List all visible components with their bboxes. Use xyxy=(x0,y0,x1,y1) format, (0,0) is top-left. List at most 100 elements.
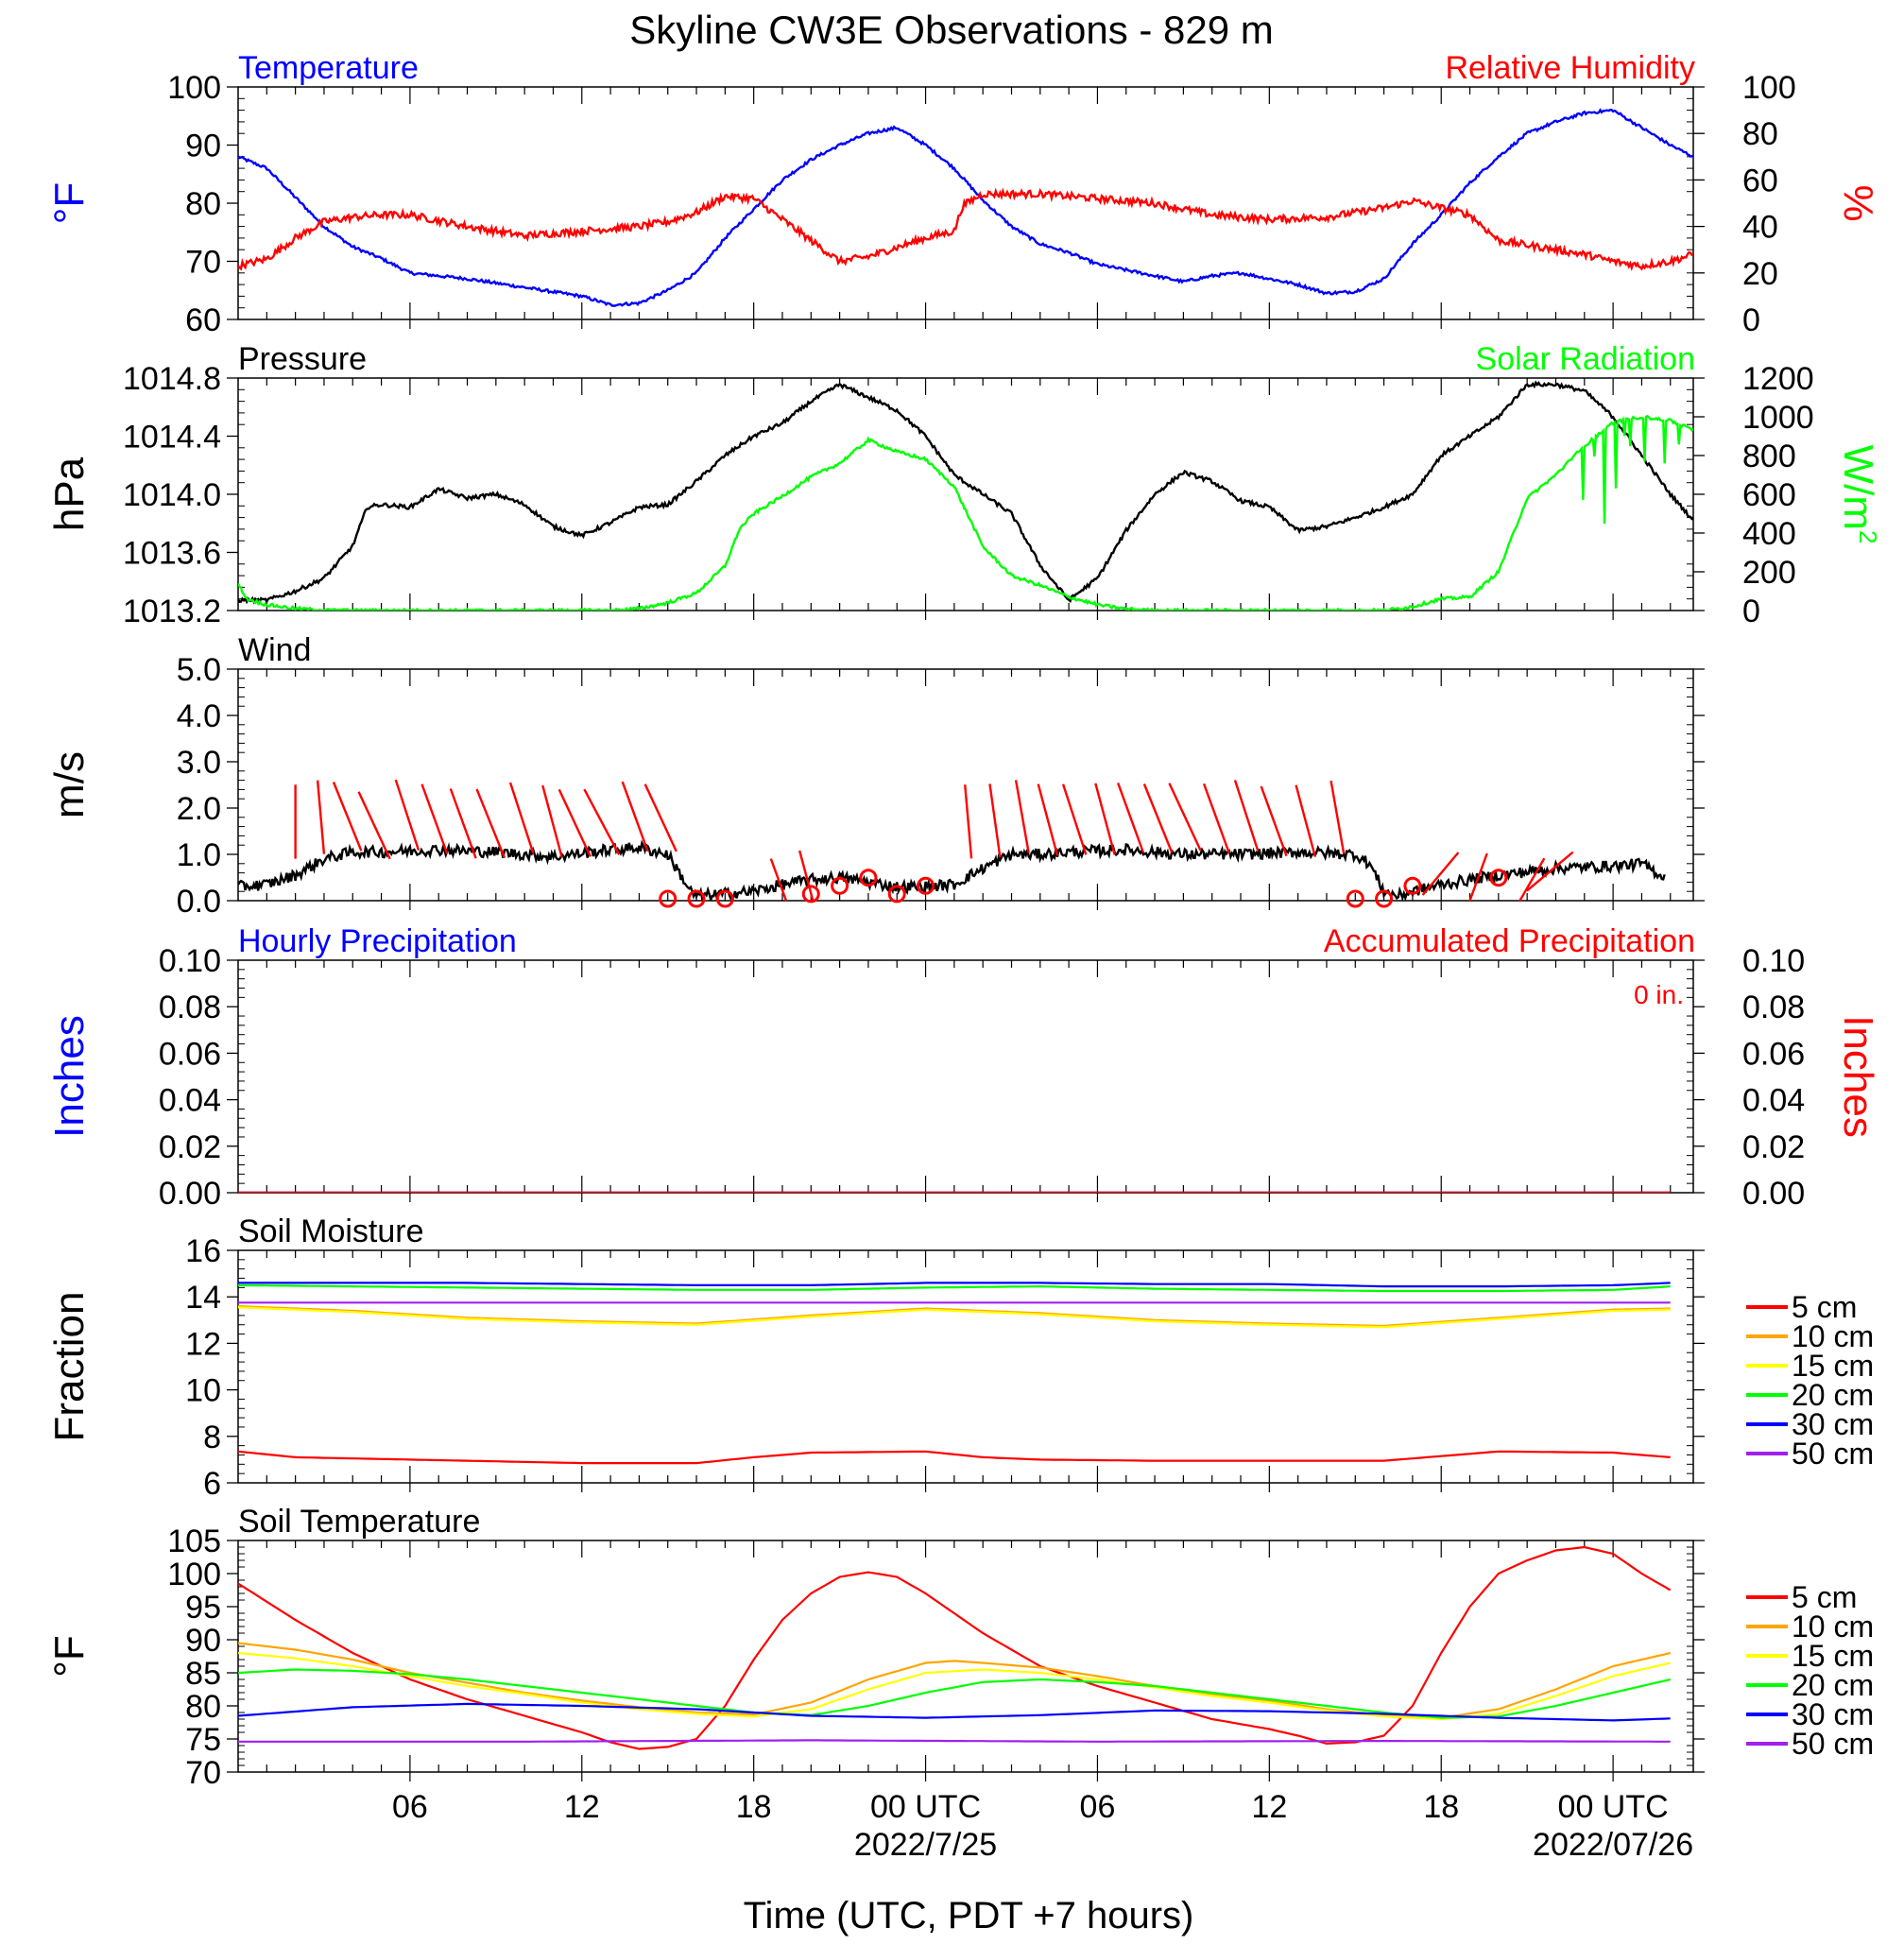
wind-barb xyxy=(643,783,678,852)
panel-right-title: Relative Humidity xyxy=(1445,50,1695,86)
plot-area xyxy=(238,1545,1672,1750)
y-tick-label: 2.0 xyxy=(177,791,221,827)
x-tick-label: 18 xyxy=(1423,1789,1459,1825)
y-tick-label: 60 xyxy=(185,302,221,338)
wind-calm-circle xyxy=(887,885,906,904)
wind-barb xyxy=(357,791,391,860)
y-tick-label: 4.0 xyxy=(177,698,221,734)
y-tick-label: 100 xyxy=(167,70,221,106)
wind-barb xyxy=(332,782,363,852)
right-y-tick-label: 0 xyxy=(1742,594,1760,629)
series-line-15cm xyxy=(238,1306,1671,1329)
wind-barb xyxy=(449,788,477,859)
x-tick-label: 06 xyxy=(1080,1789,1116,1825)
x-tick-label: 12 xyxy=(564,1789,600,1825)
wind-barb xyxy=(1168,783,1202,852)
right-y-tick-label: 60 xyxy=(1742,163,1778,198)
right-y-tick-label: 0.10 xyxy=(1742,943,1805,979)
left-y-label: hPa xyxy=(46,456,93,531)
series-line-20cm xyxy=(238,1668,1671,1719)
plot-frame xyxy=(237,1249,1694,1484)
y-tick-label: 90 xyxy=(185,1623,221,1659)
wind-calm-circle xyxy=(801,885,820,904)
wind-barb xyxy=(1233,780,1260,852)
wind-calm-circle xyxy=(1346,889,1364,908)
wind-calm-circle xyxy=(1489,869,1508,887)
wind-barb xyxy=(1202,783,1231,854)
y-tick-label: 1.0 xyxy=(177,837,221,873)
plot-frame xyxy=(237,1540,1694,1773)
left-y-label: Fraction xyxy=(46,1292,93,1442)
x-tick-label: 00 UTC xyxy=(870,1789,981,1825)
wind-barb xyxy=(1295,784,1317,857)
right-y-label: % xyxy=(1835,184,1881,221)
wind-barb xyxy=(1142,783,1174,853)
y-tick-label: 16 xyxy=(185,1233,221,1269)
y-tick-label: 6 xyxy=(203,1466,221,1502)
wind-barb xyxy=(583,788,621,855)
wind-barb xyxy=(964,784,973,859)
y-tick-label: 105 xyxy=(167,1523,221,1559)
right-y-tick-label: 0 xyxy=(1742,302,1760,338)
plot-area xyxy=(238,779,1666,901)
wind-barb xyxy=(798,850,815,901)
right-y-tick-label: 800 xyxy=(1742,439,1796,474)
wind-barb xyxy=(988,783,1002,858)
wind-calm-circle xyxy=(917,876,935,895)
x-tick-label: 00 UTC xyxy=(1558,1789,1669,1825)
series-line-30cm xyxy=(238,1702,1671,1722)
series-line-5cm xyxy=(238,1545,1672,1750)
panel-wind: 5.0 4.0 3.0 2.0 1.0 0.0 Wind m/s xyxy=(46,632,1705,920)
wind-barb xyxy=(1117,783,1145,853)
right-y-tick-label: 200 xyxy=(1742,555,1796,591)
panel-left-title: Pressure xyxy=(238,341,367,377)
plot-area xyxy=(238,1282,1671,1465)
right-y-label-superscript: 2 xyxy=(1854,530,1882,543)
right-y-tick-label: 40 xyxy=(1742,210,1778,246)
right-y-label: Inches xyxy=(1835,1015,1881,1138)
right-y-tick-label: 0.06 xyxy=(1742,1036,1805,1072)
figure-title: Skyline CW3E Observations - 829 m xyxy=(629,8,1274,52)
wind-calm-circle xyxy=(687,889,706,908)
y-tick-label: 80 xyxy=(185,186,221,222)
x-tick-label: 18 xyxy=(736,1789,772,1825)
y-tick-label: 12 xyxy=(185,1326,221,1362)
legend-label: 5 cm xyxy=(1792,1290,1857,1324)
right-y-tick-label: 0.02 xyxy=(1742,1129,1805,1165)
y-tick-label: 0.08 xyxy=(159,990,221,1025)
panel-right-title: Solar Radiation xyxy=(1476,341,1695,377)
plot-area xyxy=(238,380,1693,611)
series-line-20cm xyxy=(238,1283,1671,1293)
wind-calm-circle xyxy=(715,889,734,908)
left-y-label: Inches xyxy=(46,1015,93,1138)
wind-barb xyxy=(557,788,592,857)
y-tick-label: 70 xyxy=(185,245,221,281)
series-line-10cm xyxy=(238,1304,1671,1328)
wind-barb xyxy=(1094,783,1116,855)
wind-barb xyxy=(769,858,788,901)
x-tick-label: 12 xyxy=(1251,1789,1287,1825)
legend-label: 5 cm xyxy=(1792,1580,1857,1614)
right-y-tick-label: 1000 xyxy=(1742,400,1814,436)
series-line-5cm xyxy=(238,1450,1671,1465)
wind-calm-circle xyxy=(831,876,849,895)
wind-calm-circle xyxy=(1375,889,1394,908)
panel-left-title: Soil Temperature xyxy=(238,1504,480,1540)
wind-barb xyxy=(1014,780,1030,853)
panel-left-title: Hourly Precipitation xyxy=(238,923,517,959)
series-line-50cm xyxy=(238,1739,1671,1743)
series-line-15cm xyxy=(238,1651,1671,1721)
y-tick-label: 1013.6 xyxy=(123,536,221,572)
legend-label: 50 cm xyxy=(1792,1727,1874,1761)
right-y-tick-label: 400 xyxy=(1742,516,1796,552)
y-tick-label: 75 xyxy=(185,1722,221,1758)
legend-label: 10 cm xyxy=(1792,1319,1874,1353)
wind-barb xyxy=(1468,852,1488,901)
left-y-label: m/s xyxy=(46,751,93,818)
wind-barb xyxy=(475,788,506,859)
wind-barb xyxy=(316,780,326,854)
legend-label: 30 cm xyxy=(1792,1697,1874,1731)
legend-label: 15 cm xyxy=(1792,1639,1874,1673)
wind-barb xyxy=(1421,852,1460,896)
